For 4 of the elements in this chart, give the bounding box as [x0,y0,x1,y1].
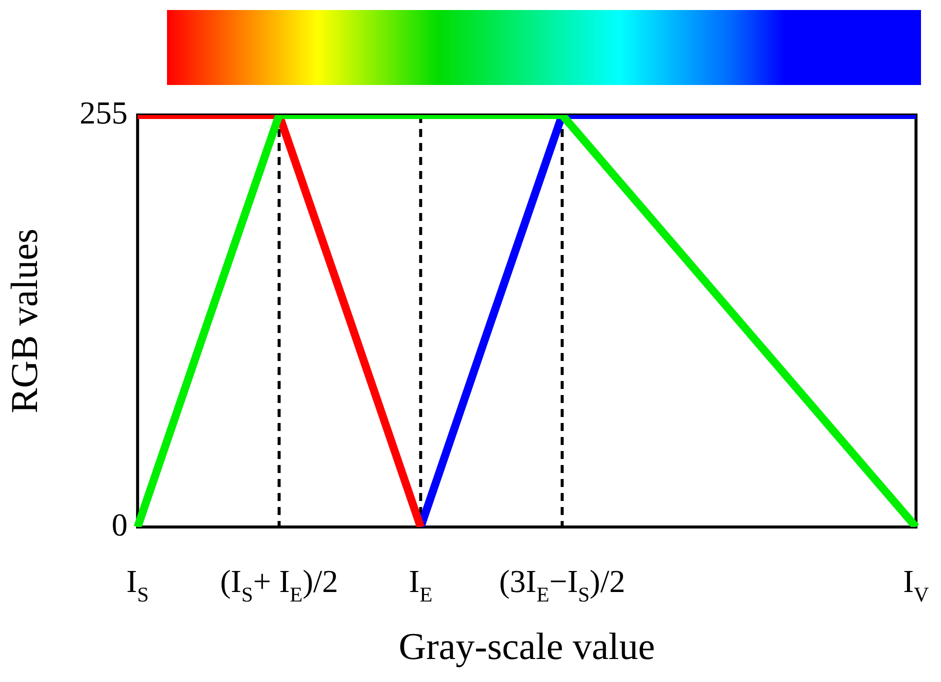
y-tick-label: 0 [112,506,128,542]
y-axis-title: RGB values [4,228,46,414]
y-tick-label: 255 [80,94,128,130]
x-axis-title: Gray-scale value [398,626,655,668]
